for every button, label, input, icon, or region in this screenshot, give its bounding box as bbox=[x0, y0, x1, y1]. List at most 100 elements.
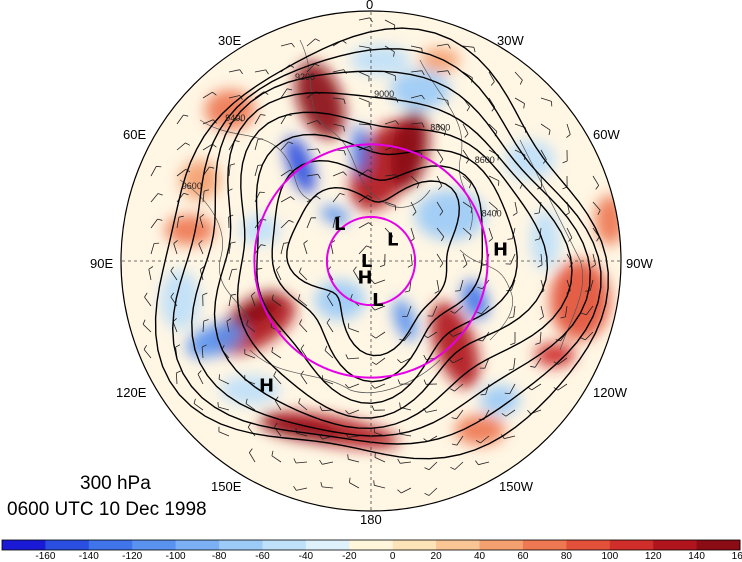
contour-labels: 9600 9400 9200 9000 8800 8600 8400 bbox=[182, 72, 502, 218]
wind-barb bbox=[566, 227, 573, 242]
wind-barb bbox=[585, 279, 594, 292]
wind-barb bbox=[280, 42, 295, 48]
wind-barb bbox=[326, 292, 334, 307]
wind-barb bbox=[358, 71, 370, 82]
colorbar-swatch-10 bbox=[436, 540, 480, 550]
wind-barb bbox=[218, 374, 230, 385]
wind-barb bbox=[371, 405, 386, 411]
colorbar-swatch-1 bbox=[45, 540, 90, 550]
wind-barb bbox=[507, 227, 516, 240]
wind-barb bbox=[276, 266, 282, 281]
wind-barb bbox=[397, 357, 412, 364]
wind-barb bbox=[508, 305, 516, 319]
wind-barb bbox=[176, 142, 190, 151]
height-contour-0 bbox=[154, 27, 609, 460]
wind-barb bbox=[436, 70, 451, 76]
wind-barb bbox=[345, 409, 360, 415]
wind-barb bbox=[324, 345, 334, 359]
colorbar-tick-label: -20 bbox=[342, 551, 357, 562]
contour-label: 8800 bbox=[430, 123, 450, 133]
wind-barb bbox=[514, 97, 525, 109]
wind-barb bbox=[540, 97, 553, 107]
pressure-center-l: L bbox=[387, 229, 398, 250]
wind-barb bbox=[397, 379, 412, 385]
wind-barb bbox=[530, 357, 542, 368]
colorbar-swatch-6 bbox=[262, 540, 307, 550]
anomaly-patch-19 bbox=[180, 160, 220, 200]
wind-barb bbox=[501, 409, 516, 417]
wind-barb bbox=[424, 461, 438, 471]
wind-barb bbox=[150, 193, 163, 203]
wind-barb bbox=[462, 45, 476, 53]
wind-barb bbox=[280, 242, 289, 255]
wind-barb bbox=[436, 227, 445, 242]
wind-barb bbox=[332, 97, 346, 105]
lon-label-0: 0 bbox=[366, 0, 374, 12]
wind-barb bbox=[450, 461, 464, 470]
wind-barb bbox=[370, 279, 386, 285]
wind-barb bbox=[202, 189, 210, 203]
wind-barb bbox=[273, 371, 282, 385]
wind-barb bbox=[384, 71, 396, 81]
wind-barb bbox=[462, 227, 472, 241]
wind-barb bbox=[480, 383, 490, 396]
coastline-1 bbox=[419, 59, 473, 231]
anomaly-patch-17 bbox=[550, 260, 610, 340]
wind-barb bbox=[299, 319, 308, 333]
wind-barb bbox=[449, 331, 464, 337]
wind-barb bbox=[228, 241, 236, 255]
wind-barb bbox=[476, 305, 490, 315]
wind-barb bbox=[319, 459, 334, 465]
wind-barb bbox=[436, 175, 443, 190]
wind-barb bbox=[410, 201, 417, 216]
colorbar-tick-label: -40 bbox=[298, 551, 314, 562]
wind-barb bbox=[349, 477, 360, 489]
wind-barb bbox=[384, 201, 396, 211]
colorbar-tick-label: 140 bbox=[688, 551, 705, 562]
colorbar-swatch-4 bbox=[175, 540, 220, 550]
wind-barb bbox=[592, 201, 601, 215]
wind-barb bbox=[371, 383, 386, 389]
anomaly-patch-16 bbox=[390, 70, 450, 110]
wind-barb bbox=[451, 409, 464, 420]
colorbar-tick-label: -140 bbox=[78, 551, 99, 562]
wind-barb bbox=[358, 169, 373, 177]
wind-barb bbox=[348, 323, 360, 333]
wind-barb bbox=[202, 319, 209, 333]
colorbar-tick-label: -120 bbox=[122, 551, 143, 562]
height-contour-1 bbox=[171, 48, 602, 445]
wind-barb bbox=[462, 123, 469, 138]
wind-barb bbox=[397, 458, 412, 464]
wind-barb bbox=[410, 122, 425, 128]
colorbar-tick-label: 120 bbox=[644, 551, 662, 562]
wind-barb bbox=[144, 292, 152, 307]
wind-barb bbox=[427, 305, 438, 317]
anomaly-patch-25 bbox=[420, 48, 460, 72]
wind-barb bbox=[142, 319, 152, 333]
wind-barb bbox=[293, 485, 308, 491]
wind-barb bbox=[245, 398, 256, 411]
pressure-center-l: L bbox=[372, 290, 383, 311]
height-contour-6 bbox=[271, 159, 483, 383]
wind-barb bbox=[535, 331, 542, 345]
wind-barb bbox=[358, 146, 373, 151]
lon-label-60w: 60W bbox=[593, 127, 620, 142]
title-time: 0600 UTC 10 Dec 1998 bbox=[7, 499, 207, 520]
wind-barb bbox=[198, 240, 204, 255]
wind-barb bbox=[397, 487, 412, 494]
wind-barb bbox=[202, 292, 208, 307]
wind-barb bbox=[539, 305, 544, 320]
wind-barb bbox=[280, 196, 295, 203]
wind-barb bbox=[455, 279, 464, 292]
colorbar-swatch-12 bbox=[522, 540, 567, 550]
wind-barb bbox=[537, 253, 543, 268]
wind-barb bbox=[488, 201, 498, 215]
wind-barb bbox=[176, 215, 184, 229]
lon-label-60e: 60E bbox=[123, 127, 147, 142]
wind-barb bbox=[450, 383, 464, 392]
wind-barb bbox=[306, 148, 321, 154]
wind-barb bbox=[512, 201, 518, 216]
